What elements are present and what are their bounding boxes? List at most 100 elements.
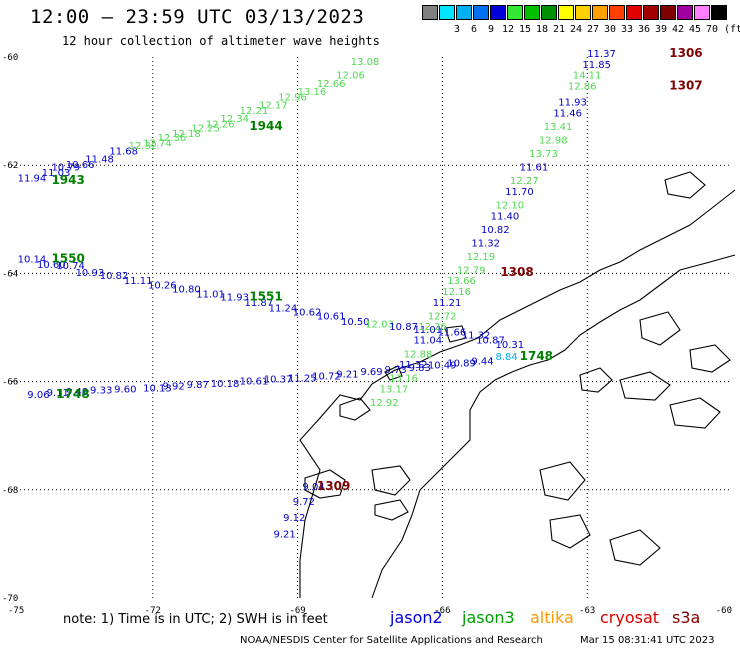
- wave-height-value: 11.93: [220, 292, 249, 303]
- legend-swatch-label: 36: [637, 24, 651, 35]
- wave-height-value: 12.88: [404, 349, 433, 360]
- island-10: [689, 344, 731, 373]
- lon-tick-label: -60: [716, 606, 732, 616]
- wave-height-value: 12.03: [365, 320, 394, 331]
- wave-height-value: 9.21: [273, 529, 295, 540]
- island-12: [539, 461, 586, 501]
- legend-swatch: [643, 5, 659, 20]
- wave-height-value: 9.48: [66, 387, 88, 398]
- wave-height-value: 10.87: [389, 322, 418, 333]
- wave-height-value: 12.79: [457, 265, 486, 276]
- wave-height-value: 12.34: [220, 114, 249, 125]
- axis-tick-labels: -75 -72 -69 -66 -63 -60 -60 -62 -64 -66 -68 -70: [2, 53, 732, 616]
- legend-swatch-label: 3: [453, 24, 461, 35]
- pass-time-label: 1309: [317, 479, 350, 493]
- legend-swatch-label: 70: [705, 24, 719, 35]
- pass-time-label: 1748: [520, 349, 553, 363]
- legend-swatch: [541, 5, 557, 20]
- legend-swatch-label: 39: [654, 24, 668, 35]
- legend-unit: (ft): [724, 24, 740, 35]
- satellite-label: cryosat: [600, 608, 660, 627]
- wave-height-value: 10.14: [18, 255, 47, 266]
- legend-swatch-label: 33: [620, 24, 634, 35]
- legend-swatch: [473, 5, 489, 20]
- island-4: [374, 499, 409, 521]
- lon-tick-label: -66: [434, 606, 450, 616]
- wave-height-value: 13.73: [529, 149, 558, 160]
- wave-height-value: 10.50: [341, 317, 370, 328]
- wave-height-value: 11.21: [433, 298, 462, 309]
- coastline-layer: [299, 171, 736, 599]
- page-subtitle: 12 hour collection of altimeter wave hei…: [62, 34, 380, 48]
- legend-swatch-label: 6: [470, 24, 478, 35]
- pass-time-label: 1307: [669, 78, 702, 92]
- lat-tick-label: -60: [2, 53, 18, 63]
- wave-height-value: 9.73: [384, 365, 406, 376]
- footer-note: note: 1) Time is in UTC; 2) SWH is in fe…: [63, 612, 328, 627]
- wave-height-value: 9.12: [283, 513, 305, 524]
- legend-swatch: [558, 5, 574, 20]
- wave-height-value: 9.83: [409, 363, 431, 374]
- legend-swatch-label: 30: [603, 24, 617, 35]
- wave-height-value: 14.11: [573, 71, 602, 82]
- wave-height-value: 11.68: [109, 146, 138, 157]
- wave-height-value: 12.32: [129, 141, 158, 152]
- wave-height-value: 12.26: [418, 322, 447, 333]
- wave-height-value: 10.37: [264, 375, 293, 386]
- legend-swatch: [575, 5, 591, 20]
- wave-height-value: 12.10: [495, 200, 524, 211]
- wave-height-value: 11.03: [42, 168, 71, 179]
- satellite-label: s3a: [672, 608, 701, 627]
- pass-time-labels: 1943 1944 1550 1551 1748 1748 1306 1307 1308 1309: [51, 46, 702, 493]
- island-1: [339, 397, 371, 421]
- satellite-label: altika: [530, 608, 574, 627]
- wave-height-value: 10.80: [172, 284, 201, 295]
- wave-height-value: 10.79: [51, 163, 80, 174]
- wave-height-value: 10.13: [143, 383, 172, 394]
- legend-swatch-label: 9: [487, 24, 495, 35]
- legend-swatch: [592, 5, 608, 20]
- island-15: [664, 171, 706, 199]
- island-14: [609, 529, 661, 566]
- wave-height-value: 13.41: [544, 122, 573, 133]
- legend-swatch: [626, 5, 642, 20]
- satellite-label: jason2: [390, 608, 443, 627]
- wave-height-value: 10.60: [37, 260, 66, 271]
- legend-swatch: [490, 5, 506, 20]
- pass-time-label: 1943: [51, 173, 84, 187]
- island-9: [669, 397, 721, 429]
- pass-time-label: 1944: [249, 119, 282, 133]
- wave-height-value: 9.33: [90, 386, 112, 397]
- wave-height-value: 9.92: [162, 382, 184, 393]
- wave-height-value: 11.66: [438, 328, 467, 339]
- wave-height-value: 12.06: [336, 71, 365, 82]
- pass-time-label: 1550: [51, 252, 84, 266]
- wave-height-value: 9.69: [360, 367, 382, 378]
- island-6: [444, 325, 467, 343]
- wave-height-value: 9.44: [471, 356, 493, 367]
- wave-height-value: 10.61: [317, 311, 346, 322]
- wave-height-value: 10.82: [100, 271, 129, 282]
- island-7: [579, 367, 613, 393]
- lon-tick-label: -69: [289, 606, 305, 616]
- wave-height-value: 11.32: [471, 238, 500, 249]
- wave-height-value: 10.82: [481, 225, 510, 236]
- wave-height-value: 12.72: [428, 311, 457, 322]
- lon-tick-label: -72: [145, 606, 161, 616]
- wave-height-value: 13.17: [380, 384, 409, 395]
- footer-credit: NOAA/NESDIS Center for Satellite Applica…: [240, 635, 543, 646]
- pass-time-label: 1306: [669, 46, 702, 60]
- wave-height-value: 11.40: [491, 211, 520, 222]
- wave-height-value: 10.62: [293, 308, 322, 319]
- legend-swatch-label: 24: [569, 24, 583, 35]
- wave-height-value: 10.72: [312, 371, 341, 382]
- wave-height-value: 12.92: [370, 398, 399, 409]
- wave-height-value: 11.48: [85, 154, 114, 165]
- island-8: [619, 371, 671, 401]
- wave-height-value: 11.25: [288, 374, 317, 385]
- wave-height-value: 13.66: [447, 276, 476, 287]
- wave-height-value: 13.16: [298, 87, 327, 98]
- wave-height-value: 11.04: [413, 336, 442, 347]
- legend-swatch-label: 45: [688, 24, 702, 35]
